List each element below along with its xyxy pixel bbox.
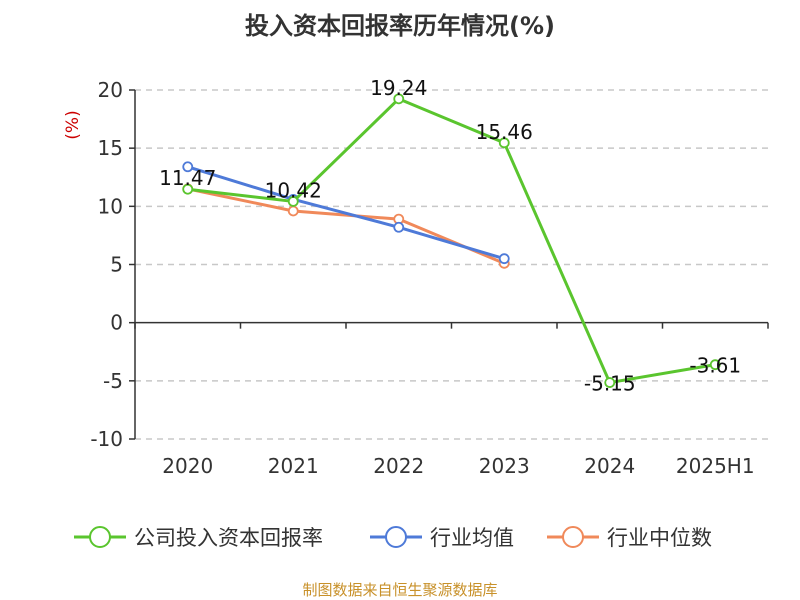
data-point [498,253,510,265]
x-tick-label: 2022 [373,454,424,478]
data-point [393,93,405,105]
data-point [287,196,299,207]
data-label: -5.15 [584,372,636,396]
x-tick-label: 2024 [584,454,635,478]
x-tick-label: 2021 [268,454,319,478]
data-label: 15.46 [476,120,533,144]
legend-label: 行业中位数 [607,526,712,550]
data-labels: 11.47 10.42 19.24 15.46 -5.15 -3.61 [159,76,741,396]
data-label: 11.47 [159,166,216,190]
legend-label: 公司投入资本回报率 [134,526,323,550]
data-label: 10.42 [265,178,322,202]
data-point [182,161,194,173]
legend-label: 行业均值 [430,526,514,550]
data-point [287,205,299,217]
chart-title: 投入资本回报率历年情况(%) [245,12,555,40]
legend-item: 行业均值 [370,526,514,550]
data-label: 19.24 [370,76,427,100]
y-tick-label: -5 [103,369,123,393]
y-tick-label: -10 [90,427,123,451]
y-tick-label: 15 [98,136,123,160]
legend-marker [562,526,584,548]
x-tick-label: 2025H1 [676,454,755,478]
source-note: 制图数据来自恒生聚源数据库 [302,581,498,599]
series-lines [182,93,721,388]
axes: 20 15 10 5 0 -5 -10 2020 2021 2022 2023 2024 2025H1 (… [63,78,769,478]
legend-item: 公司投入资本回报率 [74,526,323,550]
legend: 公司投入资本回报率 行业均值 行业中位数 [74,526,712,550]
legend-marker [89,526,111,548]
x-tick-label: 2020 [162,454,213,478]
data-point [604,377,616,388]
series-line [187,187,505,265]
series-line [187,165,505,261]
y-tick-label: 5 [110,253,123,277]
data-label: -3.61 [689,354,741,378]
series-line [187,97,716,385]
y-tick-label: 20 [98,78,123,102]
legend-item: 行业中位数 [547,526,712,550]
data-point [498,137,510,149]
data-point [709,359,721,371]
y-tick-label: 10 [98,194,123,218]
y-axis-label: (%) [63,110,83,139]
legend-marker [385,526,407,548]
data-point [182,183,194,195]
data-point [393,221,405,233]
y-tick-label: 0 [110,311,123,335]
grid-lines [135,89,768,440]
x-tick-label: 2023 [479,454,530,478]
